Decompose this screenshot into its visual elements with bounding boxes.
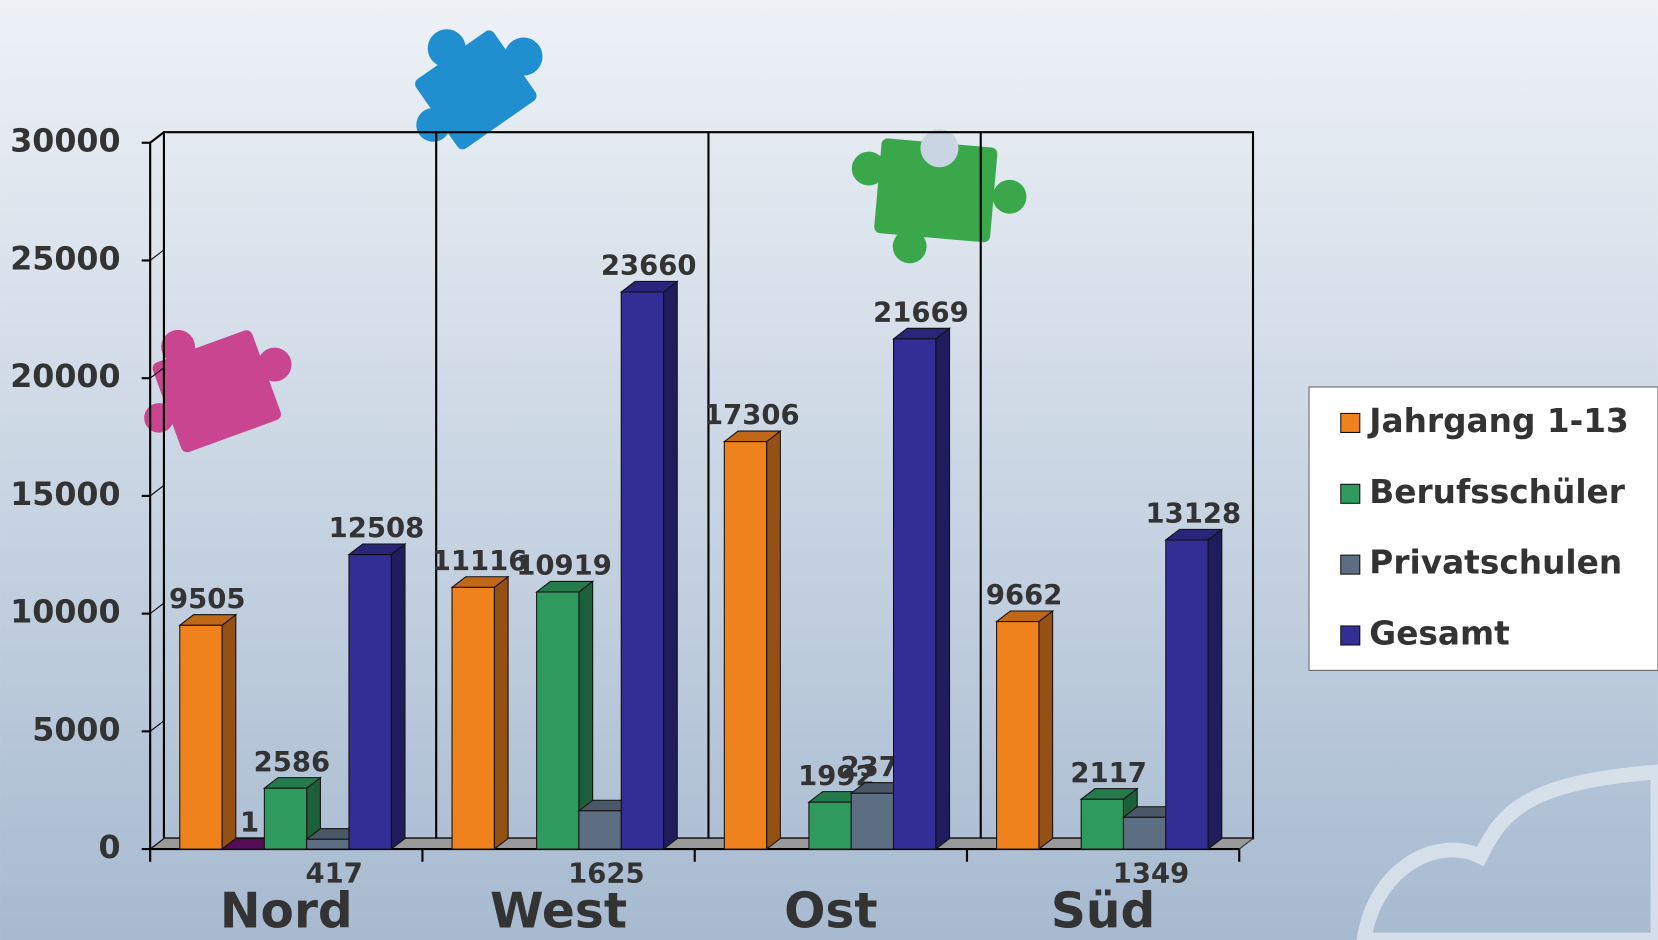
x-tick-label: West [490, 884, 627, 940]
legend-label: Gesamt [1369, 614, 1510, 652]
chart: Jahrgang 1-13 Berufsschüler Privatschulen G… [0, 0, 1658, 940]
x-tick-label: Süd [1051, 884, 1155, 940]
legend-label: Jahrgang 1-13 [1367, 402, 1629, 440]
bar-side [222, 615, 236, 849]
bar [851, 793, 893, 849]
data-label: 12508 [329, 512, 425, 544]
bar [307, 839, 349, 849]
y-tick-label: 5000 [32, 712, 120, 748]
data-label: 11116 [432, 545, 528, 577]
bar [724, 442, 766, 849]
legend-label: Privatschulen [1369, 544, 1622, 582]
bar-side [391, 544, 405, 849]
legend-swatch [1341, 413, 1360, 432]
bar-side [936, 328, 950, 849]
bar [180, 625, 222, 849]
y-tick-label: 30000 [10, 124, 120, 160]
bar-side [1208, 529, 1222, 849]
bar [452, 587, 494, 849]
data-label: 1 [240, 807, 259, 839]
bar [579, 811, 621, 849]
y-tick-label: 20000 [10, 359, 120, 395]
y-tick-label: 10000 [10, 595, 120, 631]
bar [997, 622, 1039, 849]
data-label: 2117 [1070, 757, 1146, 789]
bar-side [1039, 611, 1053, 849]
bar-side [767, 431, 781, 849]
bar [537, 592, 579, 849]
bar [1166, 540, 1208, 849]
bar [1081, 799, 1123, 849]
bar [349, 555, 391, 849]
y-tick-label: 15000 [10, 477, 120, 513]
legend-swatch [1341, 484, 1360, 503]
bar-side [664, 281, 678, 849]
data-label: 17306 [704, 399, 800, 431]
bar [264, 788, 306, 849]
bar-side [494, 577, 508, 849]
legend: Jahrgang 1-13 Berufsschüler Privatschulen G… [1309, 387, 1658, 670]
legend-label: Berufsschüler [1369, 473, 1625, 511]
data-label: 13128 [1145, 498, 1241, 530]
data-label: 23660 [601, 250, 697, 282]
bar [621, 292, 663, 849]
data-label: 417 [305, 857, 362, 889]
data-label: 9505 [169, 583, 246, 615]
x-tick-label: Ost [784, 884, 878, 940]
legend-swatch [1341, 555, 1360, 574]
data-label: 9662 [986, 579, 1063, 611]
page: {"chart_data": {"type": "bar3d", "catego… [0, 0, 1658, 940]
data-label: 21669 [873, 297, 969, 329]
bar [809, 802, 851, 849]
y-tick-label: 0 [98, 830, 120, 866]
bar [893, 339, 935, 849]
x-tick-label: Nord [220, 884, 353, 940]
bar [1123, 817, 1165, 849]
data-label: 10919 [516, 550, 612, 582]
data-label: 1349 [1113, 857, 1190, 889]
data-label: 1625 [568, 857, 645, 889]
y-tick-label: 25000 [10, 241, 120, 277]
legend-swatch [1341, 626, 1360, 645]
data-label: 2586 [254, 746, 331, 778]
